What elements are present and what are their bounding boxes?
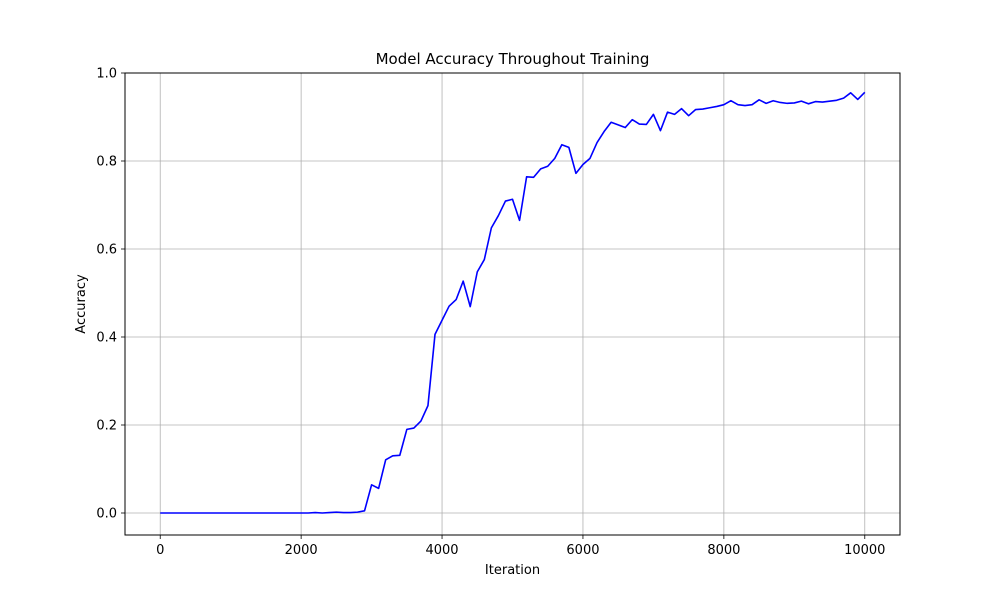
y-tick-label: 0.0	[96, 507, 117, 522]
x-tick-label: 6000	[566, 543, 599, 558]
x-tick-label: 10000	[844, 543, 885, 558]
chart-title: Model Accuracy Throughout Training	[376, 50, 650, 68]
y-tick-label: 0.2	[96, 419, 117, 434]
y-tick-label: 0.8	[96, 155, 117, 170]
x-tick-label: 2000	[285, 543, 318, 558]
x-tick-label: 4000	[425, 543, 458, 558]
y-tick-label: 0.4	[96, 331, 117, 346]
x-axis-label: Iteration	[485, 563, 540, 578]
plot-frame	[124, 72, 901, 536]
accuracy-series-line	[160, 91, 866, 514]
ticks: 0 2000 4000 6000 8000 10000 0.0 0.2 0.4 0.6 0.8 1.0	[96, 67, 885, 559]
x-tick-label: 8000	[707, 543, 740, 558]
y-axis-label: Accuracy	[74, 274, 89, 334]
x-tick-label: 0	[156, 543, 164, 558]
y-tick-label: 0.6	[96, 243, 117, 258]
series-layer	[160, 91, 866, 514]
y-tick-label: 1.0	[96, 67, 117, 82]
